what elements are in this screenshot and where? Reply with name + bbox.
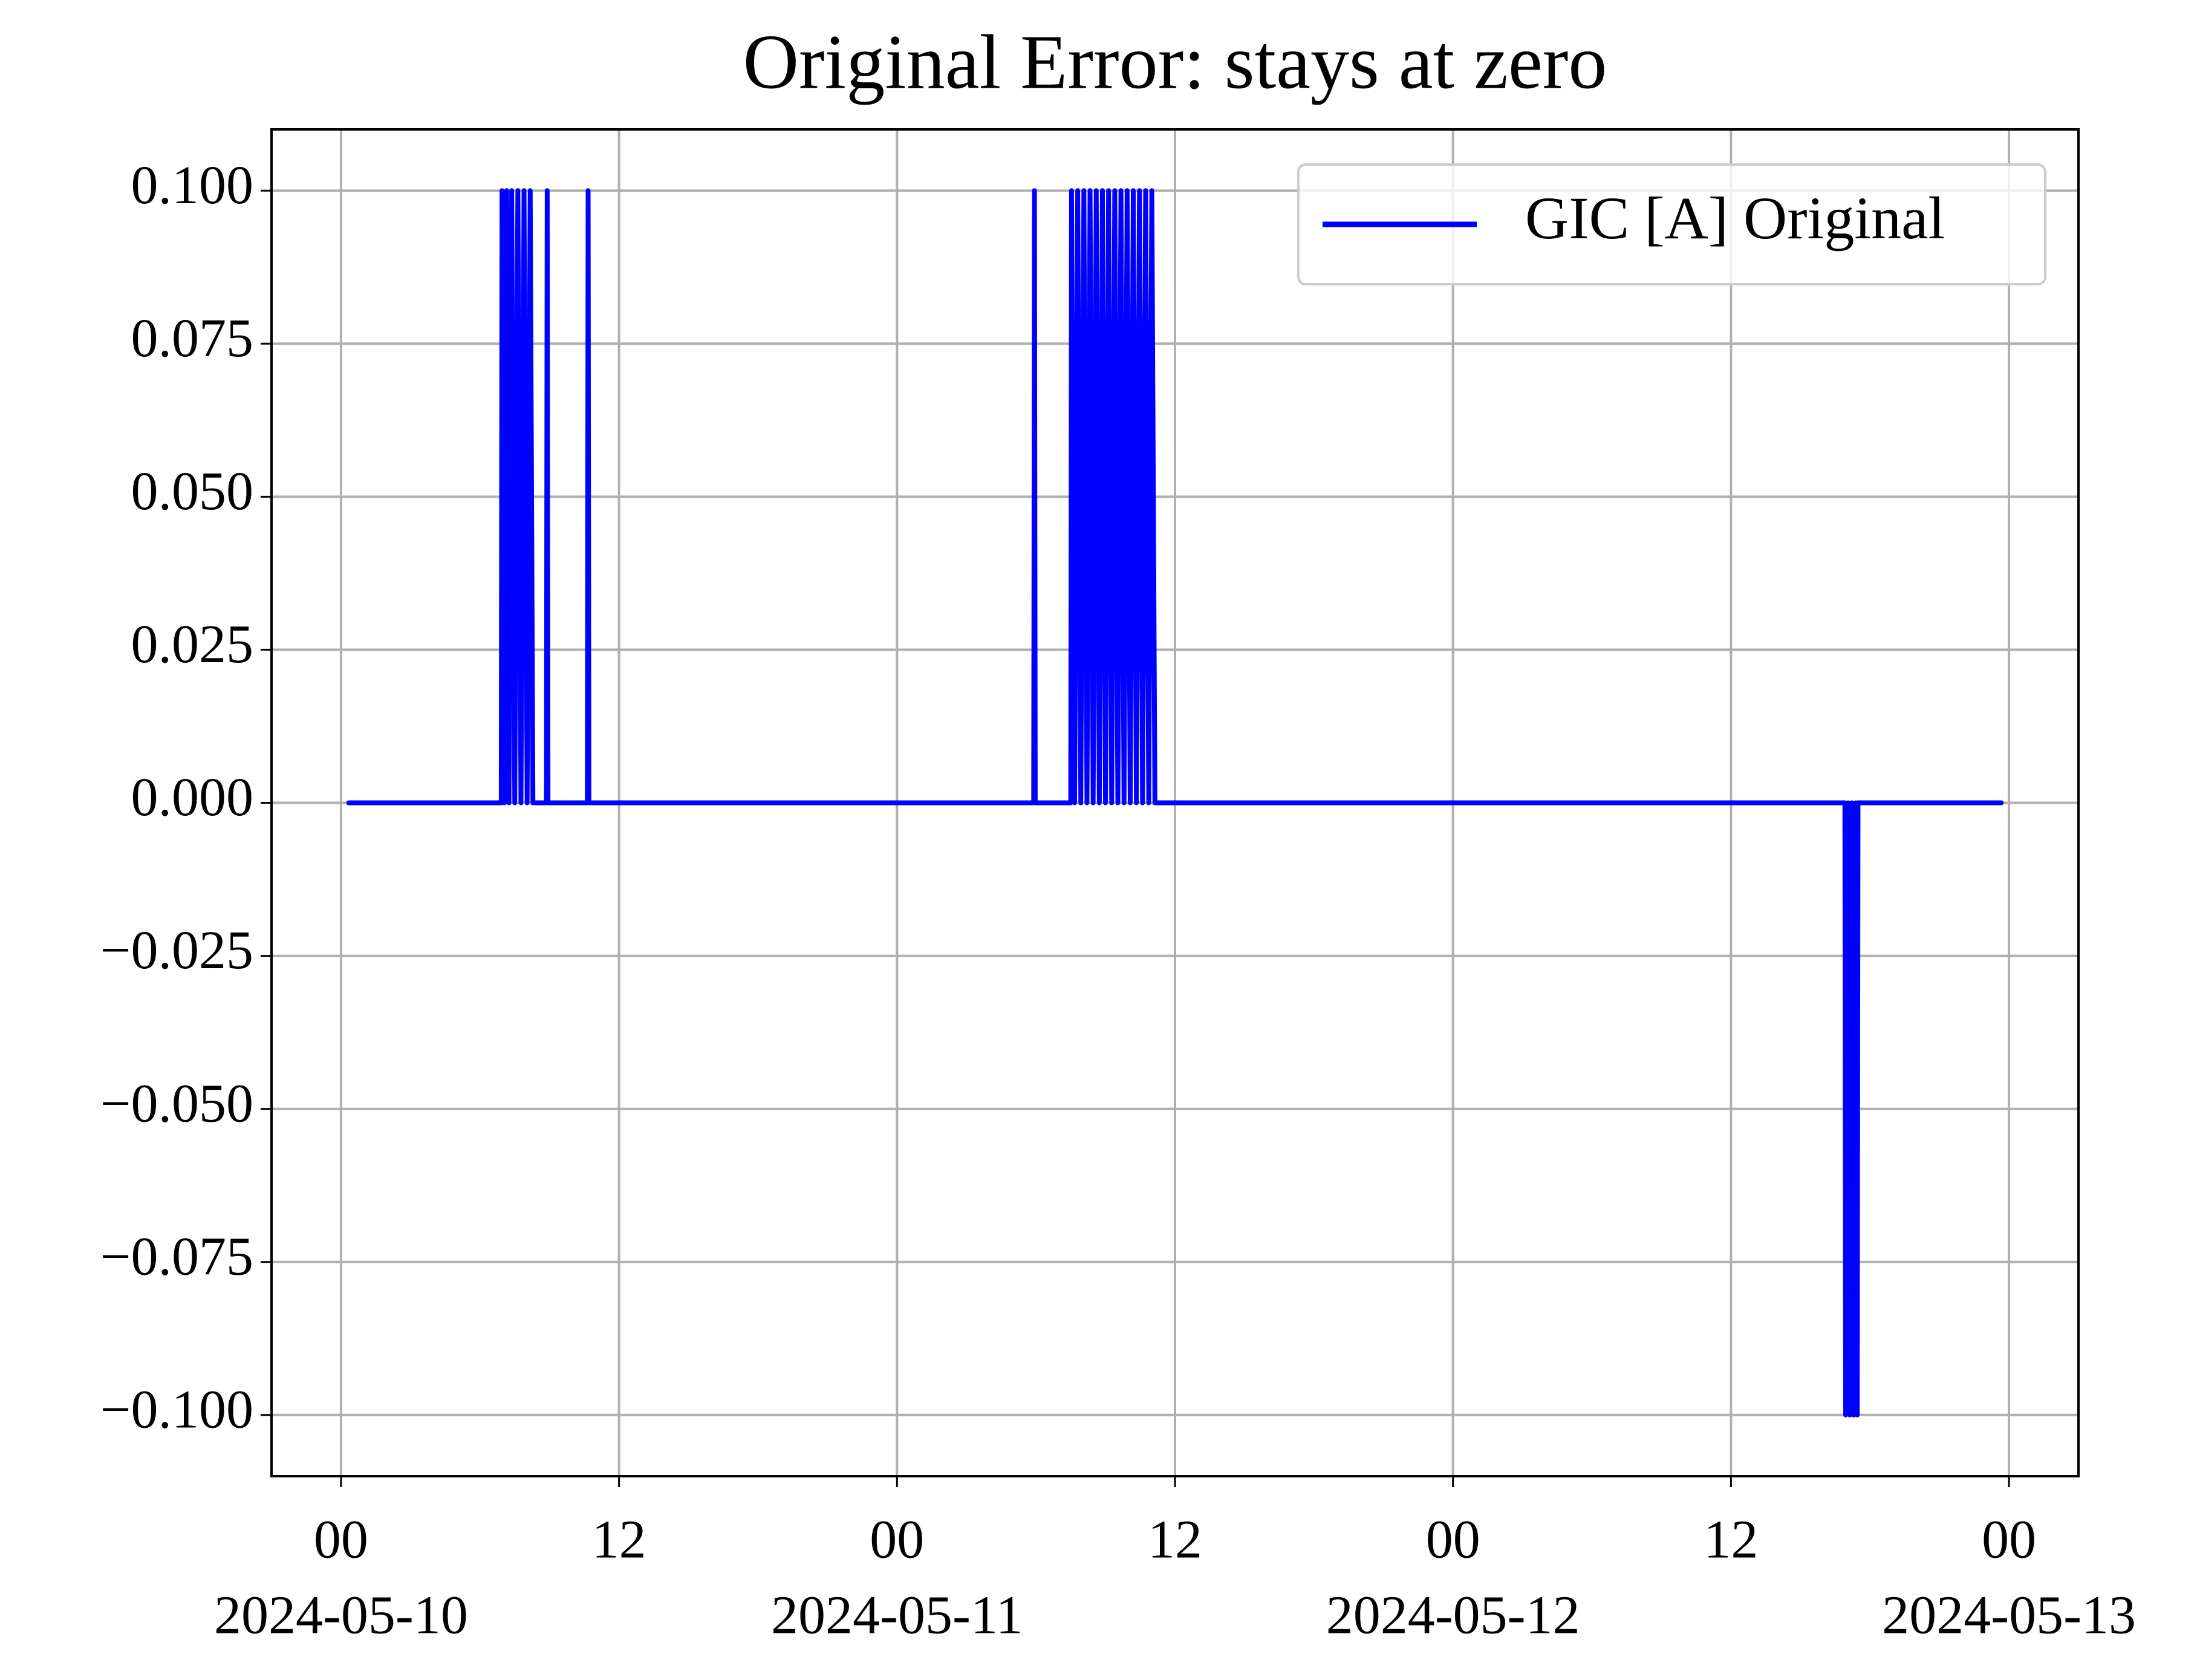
x-tick-label: 00: [870, 1510, 924, 1570]
y-tick-label: −0.075: [100, 1226, 253, 1286]
x-tick-label: 2024-05-13: [1882, 1586, 2136, 1646]
plot-frame: [270, 128, 2080, 1477]
y-tick-label: −0.100: [100, 1379, 253, 1439]
legend-label: GIC [A] Original: [1525, 184, 1945, 252]
x-tick-label: 2024-05-11: [771, 1586, 1023, 1646]
x-tick-label: 00: [314, 1510, 368, 1570]
x-tick-label: 12: [1148, 1510, 1202, 1570]
legend-box: [1297, 163, 2046, 285]
y-tick-label: 0.050: [131, 461, 254, 521]
x-tick-label: 12: [1704, 1510, 1758, 1570]
data-line: [346, 188, 2004, 1418]
y-tick-label: 0.100: [131, 155, 254, 215]
y-tick-label: 0.025: [131, 614, 254, 674]
x-tick-label: 00: [1982, 1510, 2036, 1570]
x-tick-label: 12: [592, 1510, 646, 1570]
y-tick-label: 0.000: [131, 767, 254, 827]
y-tick-label: −0.025: [100, 920, 253, 980]
y-tick-label: −0.050: [100, 1073, 253, 1133]
legend: GIC [A] Original: [1297, 163, 2046, 285]
x-tick-label: 00: [1426, 1510, 1480, 1570]
x-tick-label: 2024-05-12: [1326, 1586, 1580, 1646]
y-tick-label: 0.075: [131, 308, 254, 368]
x-tick-label: 2024-05-10: [214, 1586, 468, 1646]
chart-title: Original Error: stays at zero: [743, 19, 1607, 105]
